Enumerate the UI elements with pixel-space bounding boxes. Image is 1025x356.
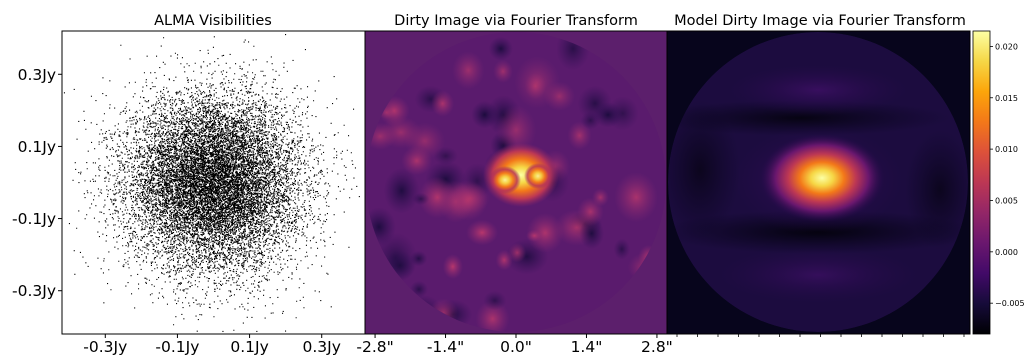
colorbar-tick-label: 0.005	[995, 196, 1018, 205]
colorbar-ticks: 0.020 0.015 0.010 0.005 0.000 −0.005	[990, 42, 1025, 308]
model-image-title: Model Dirty Image via Fourier Transform	[674, 13, 966, 29]
scatter-y-tick-label: -0.1Jy	[12, 210, 56, 228]
model-image-x-ticks	[676, 334, 965, 337]
colorbar-tick-label: 0.015	[995, 94, 1018, 103]
dirty-image-x-tick-label: -2.8"	[356, 338, 393, 356]
model-image-frame	[666, 30, 971, 335]
scatter-points	[63, 34, 360, 332]
scatter-panel: ALMA Visibilities -0.3Jy -0.1Jy 0.1Jy 0.3Jy…	[12, 13, 366, 356]
dirty-image-title: Dirty Image via Fourier Transform	[394, 13, 638, 29]
dirty-image-x-tick-label: 0.0"	[500, 338, 532, 356]
model-image-map	[668, 32, 968, 332]
colorbar-tick-label: 0.010	[995, 145, 1018, 154]
dirty-image-panel: Dirty Image via Fourier Transform -2.8" -…	[356, 13, 673, 356]
scatter-plot-area	[62, 31, 365, 334]
model-image-panel: Model Dirty Image via Fourier Transform	[666, 13, 971, 337]
scatter-y-tick-label: -0.3Jy	[12, 282, 56, 300]
dirty-image-x-tick-label: -1.4"	[427, 338, 464, 356]
scatter-y-tick-label: 0.1Jy	[18, 138, 56, 156]
scatter-x-tick-label: 0.3Jy	[303, 338, 341, 356]
dirty-image-x-tick-label: 2.8"	[641, 338, 673, 356]
scatter-x-tick-label: -0.3Jy	[83, 338, 127, 356]
scatter-title: ALMA Visibilities	[154, 13, 272, 29]
dirty-image-x-tick-label: 1.4"	[571, 338, 603, 356]
scatter-y-tick-label: 0.3Jy	[18, 66, 56, 84]
colorbar: 0.020 0.015 0.010 0.005 0.000 −0.005	[972, 30, 1025, 335]
model-image-peak	[760, 134, 884, 222]
scatter-x-ticks: -0.3Jy -0.1Jy 0.1Jy 0.3Jy	[83, 334, 341, 356]
dirty-image-x-ticks: -2.8" -1.4" 0.0" 1.4" 2.8"	[356, 334, 673, 356]
colorbar-tick-label: 0.020	[995, 42, 1018, 51]
scatter-x-tick-label: 0.1Jy	[230, 338, 268, 356]
scatter-y-ticks: 0.3Jy 0.1Jy -0.1Jy -0.3Jy	[12, 66, 62, 300]
scatter-point-cloud	[63, 34, 360, 332]
scatter-x-tick-label: -0.1Jy	[155, 338, 199, 356]
colorbar-tick-label: 0.000	[995, 248, 1018, 257]
colorbar-gradient	[972, 30, 991, 335]
colorbar-tick-label: −0.005	[995, 299, 1025, 308]
